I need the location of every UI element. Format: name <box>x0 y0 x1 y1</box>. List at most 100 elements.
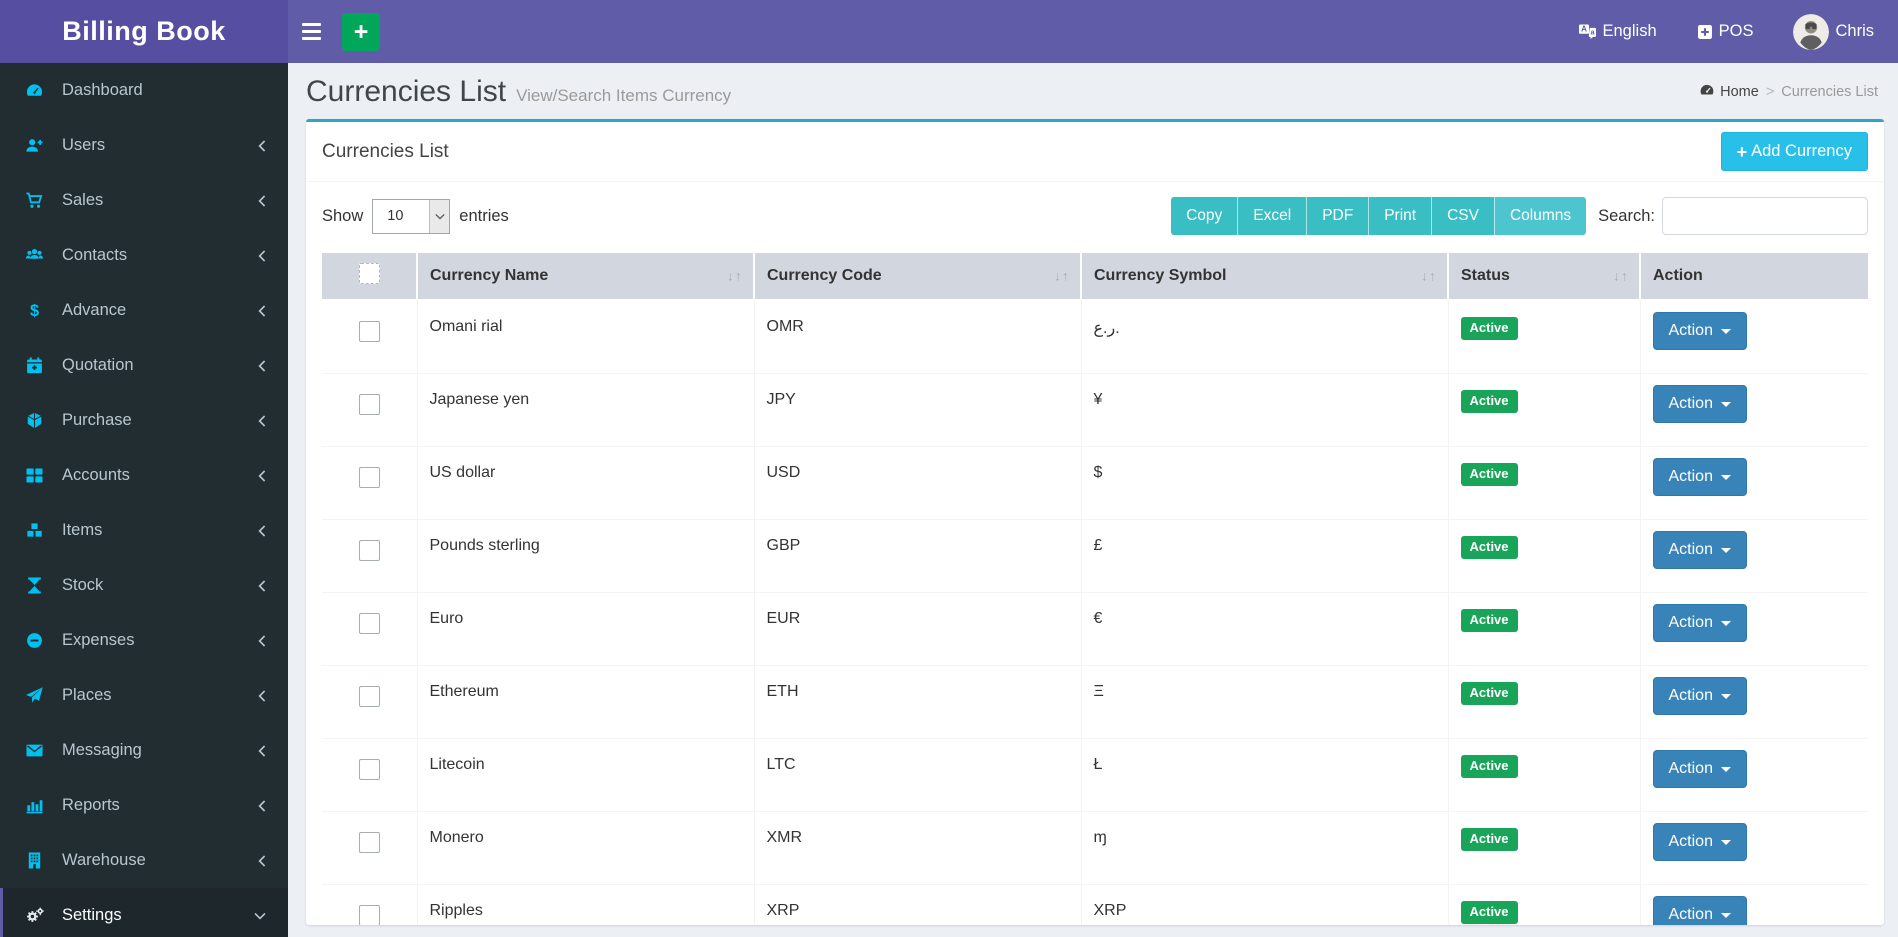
row-checkbox[interactable] <box>358 686 380 707</box>
caret-down-icon <box>1720 912 1731 918</box>
sidebar-item-dashboard[interactable]: Dashboard <box>0 63 288 118</box>
show-label: Show <box>322 206 364 225</box>
user-menu[interactable]: Chris <box>1793 13 1874 50</box>
quick-add-button[interactable]: + <box>342 12 380 51</box>
cell-select <box>322 300 418 374</box>
cell-currency-name: Japanese yen <box>417 373 755 447</box>
cart-icon <box>25 191 49 210</box>
sidebar-item-warehouse[interactable]: Warehouse <box>0 833 288 888</box>
pos-button[interactable]: POS <box>1697 22 1753 41</box>
action-button[interactable]: Action <box>1652 823 1747 861</box>
export-csv-button[interactable]: CSV <box>1431 197 1494 235</box>
row-checkbox[interactable] <box>358 540 380 561</box>
search-input[interactable] <box>1662 197 1868 235</box>
sidebar-item-items[interactable]: Items <box>0 503 288 558</box>
export-columns-button[interactable]: Columns <box>1493 197 1587 235</box>
sidebar-item-label: Accounts <box>62 466 130 484</box>
entries-select-wrap: 10 <box>372 198 451 234</box>
sidebar-item-places[interactable]: Places <box>0 668 288 723</box>
export-pdf-button[interactable]: PDF <box>1306 197 1369 235</box>
cubes-icon <box>25 521 49 540</box>
sidebar-item-advance[interactable]: $ Advance <box>0 283 288 338</box>
action-button[interactable]: Action <box>1652 531 1747 569</box>
breadcrumb-home-link[interactable]: Home <box>1699 82 1759 102</box>
export-button-group: Copy Excel PDF Print CSV Columns <box>1171 197 1587 235</box>
action-button[interactable]: Action <box>1652 750 1747 788</box>
plus-icon: + <box>1736 141 1748 162</box>
select-all-checkbox[interactable] <box>358 263 380 284</box>
action-button-label: Action <box>1668 322 1713 339</box>
row-checkbox[interactable] <box>358 467 380 488</box>
chevron-left-icon <box>258 414 266 427</box>
cell-status: Active <box>1448 300 1641 374</box>
table-header: Currency Name ↓↑ Currency Code ↓↑ Currency S… <box>322 253 1868 301</box>
row-checkbox[interactable] <box>358 321 380 342</box>
chevron-down-icon <box>254 912 266 920</box>
action-button[interactable]: Action <box>1652 896 1747 925</box>
row-checkbox[interactable] <box>358 613 380 634</box>
breadcrumb-home-label: Home <box>1720 84 1759 100</box>
cell-action: Action <box>1640 884 1868 925</box>
table-body: Omani rial OMR ر.ع. Active Action Japanese ye… <box>322 300 1868 925</box>
export-excel-button[interactable]: Excel <box>1237 197 1307 235</box>
chevron-left-icon <box>258 359 266 372</box>
row-checkbox[interactable] <box>358 759 380 780</box>
cell-status: Active <box>1448 373 1641 447</box>
sidebar-item-accounts[interactable]: Accounts <box>0 448 288 503</box>
export-print-button[interactable]: Print <box>1368 197 1432 235</box>
action-button[interactable]: Action <box>1652 458 1747 496</box>
hourglass-icon <box>25 576 49 595</box>
entries-label: entries <box>459 206 509 225</box>
cell-status: Active <box>1448 592 1641 666</box>
action-button[interactable]: Action <box>1652 677 1747 715</box>
cell-action: Action <box>1640 811 1868 885</box>
sidebar-item-settings[interactable]: Settings <box>0 888 288 937</box>
add-currency-button[interactable]: + Add Currency <box>1720 132 1868 171</box>
column-header-currency-symbol[interactable]: Currency Symbol ↓↑ <box>1081 253 1449 301</box>
sidebar-item-sales[interactable]: Sales <box>0 173 288 228</box>
status-badge: Active <box>1460 317 1518 340</box>
cube-icon <box>25 411 49 430</box>
column-header-status[interactable]: Status ↓↑ <box>1448 253 1641 301</box>
sidebar-item-label: Messaging <box>62 741 142 759</box>
sidebar-item-purchase[interactable]: Purchase <box>0 393 288 448</box>
sidebar-item-contacts[interactable]: Contacts <box>0 228 288 283</box>
cell-currency-symbol: € <box>1081 592 1449 666</box>
sidebar-item-reports[interactable]: Reports <box>0 778 288 833</box>
export-copy-button[interactable]: Copy <box>1171 197 1238 235</box>
sidebar-item-stock[interactable]: Stock <box>0 558 288 613</box>
entries-select[interactable]: 10 <box>372 198 451 234</box>
column-header-currency-code[interactable]: Currency Code ↓↑ <box>754 253 1082 301</box>
sidebar-item-messaging[interactable]: Messaging <box>0 723 288 778</box>
cell-currency-name: US dollar <box>417 446 755 520</box>
cell-currency-code: XRP <box>754 884 1082 925</box>
table-row-omr: Omani rial OMR ر.ع. Active Action <box>322 300 1868 374</box>
column-header-currency-name[interactable]: Currency Name ↓↑ <box>417 253 755 301</box>
app-logo[interactable]: Billing Book <box>0 0 288 63</box>
sidebar-toggle-button[interactable] <box>288 0 334 63</box>
sidebar-item-label: Dashboard <box>62 81 143 99</box>
add-currency-label: Add Currency <box>1751 142 1852 160</box>
cell-status: Active <box>1448 884 1641 925</box>
user-avatar <box>1793 13 1830 50</box>
row-checkbox[interactable] <box>358 832 380 853</box>
cell-select <box>322 738 418 812</box>
column-header-select-all[interactable] <box>322 253 418 301</box>
building-icon <box>25 851 49 870</box>
sidebar-item-expenses[interactable]: Expenses <box>0 613 288 668</box>
currencies-table: Currency Name ↓↑ Currency Code ↓↑ Currency S… <box>322 253 1868 925</box>
cell-status: Active <box>1448 738 1641 812</box>
cell-action: Action <box>1640 738 1868 812</box>
sidebar-item-label: Expenses <box>62 631 135 649</box>
column-header-action[interactable]: Action <box>1640 253 1868 301</box>
action-button[interactable]: Action <box>1652 604 1747 642</box>
row-checkbox[interactable] <box>358 394 380 415</box>
action-button[interactable]: Action <box>1652 385 1747 423</box>
cell-currency-symbol: ɱ <box>1081 811 1449 885</box>
sidebar-item-quotation[interactable]: Quotation <box>0 338 288 393</box>
action-button[interactable]: Action <box>1652 312 1747 350</box>
sidebar-item-users[interactable]: Users <box>0 118 288 173</box>
row-checkbox[interactable] <box>358 905 380 925</box>
